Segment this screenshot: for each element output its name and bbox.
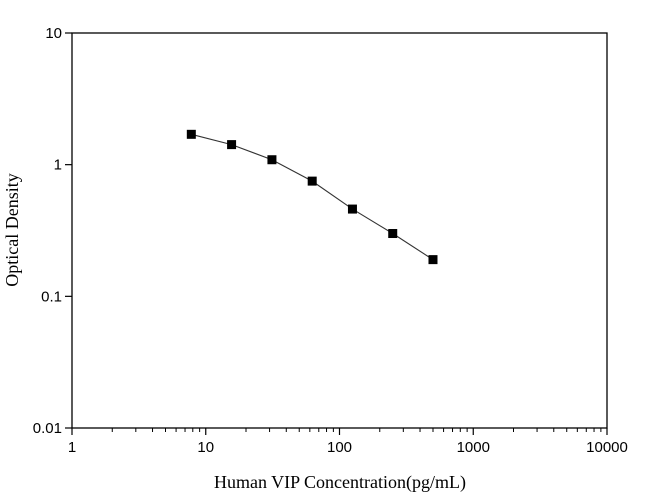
- x-tick-label: 1: [68, 439, 76, 456]
- plot-frame: [71, 32, 608, 429]
- data-point: [347, 204, 357, 214]
- data-point: [227, 140, 237, 150]
- x-axis-title: Human VIP Concentration(pg/mL): [214, 472, 466, 493]
- axes: 1 10 100 1000 10000 0.01 0.1 1 10: [33, 25, 628, 456]
- data-point: [388, 229, 398, 239]
- y-axis-title: Optical Density: [2, 173, 22, 286]
- x-tick-label: 10: [197, 439, 214, 456]
- series-line: [191, 133, 434, 261]
- x-tick-label: 10000: [586, 439, 628, 456]
- series: [186, 129, 438, 265]
- y-tick-label: 0.01: [33, 420, 62, 437]
- x-tick-label: 100: [327, 439, 352, 456]
- y-tick-label: 0.1: [41, 288, 62, 305]
- y-tick-label: 1: [54, 157, 62, 174]
- data-point: [307, 176, 317, 186]
- data-point: [428, 255, 438, 265]
- x-tick-label: 1000: [457, 439, 490, 456]
- data-point: [267, 155, 277, 165]
- y-tick-label: 10: [45, 25, 62, 42]
- data-point: [186, 129, 196, 139]
